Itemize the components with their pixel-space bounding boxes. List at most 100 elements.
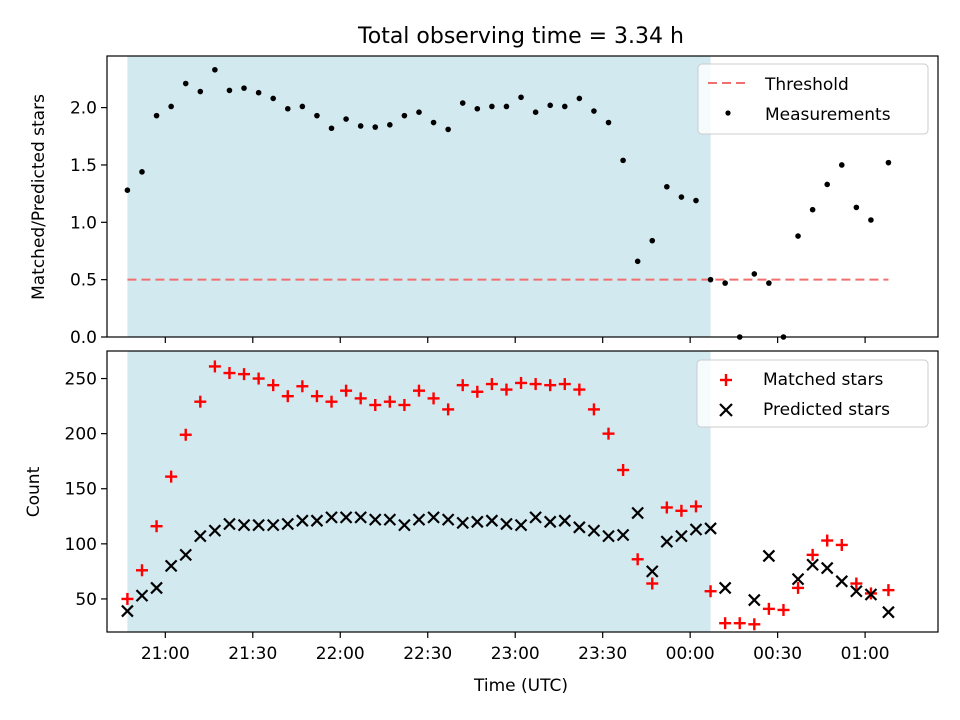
top-panel: 0.00.51.01.52.0 Matched/Predicted stars … [29, 55, 939, 348]
measurement-point [182, 80, 189, 87]
x-tick-label: 00:00 [666, 644, 715, 664]
matched-star-point [748, 618, 761, 631]
matched-star-point [471, 385, 484, 398]
matched-star-point [485, 378, 498, 391]
measurement-point [212, 66, 218, 73]
matched-star-point [631, 553, 644, 566]
legend-predicted-swatch [719, 403, 733, 417]
predicted-star-point [806, 558, 819, 572]
matched-star-point [792, 581, 805, 594]
y-tick-label: 0.0 [70, 328, 97, 348]
x-axis-label: Time (UTC) [473, 676, 568, 696]
y-tick-label: 250 [65, 370, 97, 390]
measurement-point [270, 95, 277, 102]
predicted-star-point [645, 565, 659, 578]
matched-star-point [882, 584, 895, 597]
predicted-star-point [485, 514, 499, 527]
x-ticks-bottom: 21:00 21:30 22:00 22:30 23:00 23:30 00:00 00:30… [141, 632, 890, 664]
y-tick-label: 2.0 [70, 99, 97, 119]
matched-star-point [383, 395, 396, 408]
legend-bottom-box [696, 359, 929, 428]
predicted-star-point [398, 518, 411, 532]
predicted-star-point [704, 522, 717, 535]
predicted-star-point [208, 524, 222, 537]
measurement-point [620, 157, 626, 164]
measurement-point [314, 112, 320, 119]
predicted-star-point [864, 588, 878, 601]
measurement-point [518, 94, 524, 101]
x-tick-label: 21:30 [228, 644, 277, 664]
predicted-star-point [179, 548, 193, 562]
predicted-star-point [689, 523, 703, 536]
matched-star-point [208, 360, 221, 373]
x-tick-label: 00:30 [753, 644, 802, 664]
measurement-point [489, 103, 495, 110]
measurement-point [401, 112, 408, 119]
matched-star-point [733, 617, 746, 630]
matched-star-point [689, 500, 702, 513]
predicted-star-point [850, 584, 863, 598]
bottom-axes-frame [106, 350, 939, 633]
legend-measurements-label: Measurements [765, 105, 891, 125]
matched-star-point [369, 398, 382, 411]
x-tick-label: 23:00 [491, 644, 540, 664]
matched-star-point [456, 379, 469, 392]
y-tick-label: 100 [65, 535, 97, 555]
matched-star-point [602, 427, 615, 440]
predicted-star-point [762, 549, 776, 563]
y-axis-label-bottom: Count [24, 466, 44, 517]
chart-title: Total observing time = 3.34 h [357, 24, 684, 49]
predicted-star-point [310, 514, 324, 527]
matched-star-point [267, 379, 280, 392]
x-tick-label: 21:00 [141, 644, 190, 664]
measurement-point [372, 124, 379, 130]
measurement-point [357, 123, 364, 129]
predicted-star-point [252, 518, 265, 532]
matched-star-point [412, 384, 425, 397]
matched-star-point [398, 398, 411, 411]
legend-matched-label: Matched stars [763, 370, 883, 390]
matched-star-point [310, 390, 323, 403]
predicted-star-point [325, 511, 338, 524]
matched-star-point [194, 395, 207, 408]
predicted-star-point [558, 514, 572, 527]
predicted-star-point [791, 572, 805, 586]
top-axes-frame [106, 55, 939, 338]
matched-star-point [340, 384, 353, 397]
measurement-points [124, 66, 892, 340]
legend-predicted-label: Predicted stars [763, 400, 890, 420]
matched-star-point [252, 372, 265, 385]
matched-star-point [675, 504, 688, 517]
matched-star-point [281, 390, 294, 403]
matched-star-point [325, 395, 338, 408]
shaded-region-top [127, 56, 711, 337]
predicted-star-point [150, 581, 163, 595]
matched-star-point [500, 383, 513, 396]
measurement-point [795, 233, 801, 239]
matched-star-point [529, 378, 542, 391]
predicted-star-point [121, 604, 134, 618]
predicted-star-point [471, 515, 484, 529]
measurement-point [387, 122, 393, 128]
x-tick-label: 22:30 [403, 644, 452, 664]
measurement-point [591, 108, 597, 114]
bottom-panel: 50 100 150 200 250 21:00 21:30 22:00 22:30 23:00… [24, 350, 939, 696]
predicted-star-point [266, 518, 280, 532]
matched-star-point [660, 501, 673, 514]
measurement-point [430, 119, 437, 126]
measurement-point [459, 100, 466, 106]
predicted-star-point [602, 529, 615, 543]
measurement-point [885, 159, 892, 166]
measurement-point [576, 95, 583, 102]
matched-star-point [223, 367, 236, 380]
predicted-star-point [237, 518, 251, 532]
measurement-point [824, 181, 830, 188]
predicted-star-point [835, 575, 849, 588]
measurement-point [503, 103, 510, 110]
measurement-point [649, 237, 656, 244]
measurement-point [445, 126, 451, 133]
predicted-star-point [412, 513, 426, 526]
matched-star-point [515, 376, 528, 389]
predicted-star-point [281, 517, 295, 531]
